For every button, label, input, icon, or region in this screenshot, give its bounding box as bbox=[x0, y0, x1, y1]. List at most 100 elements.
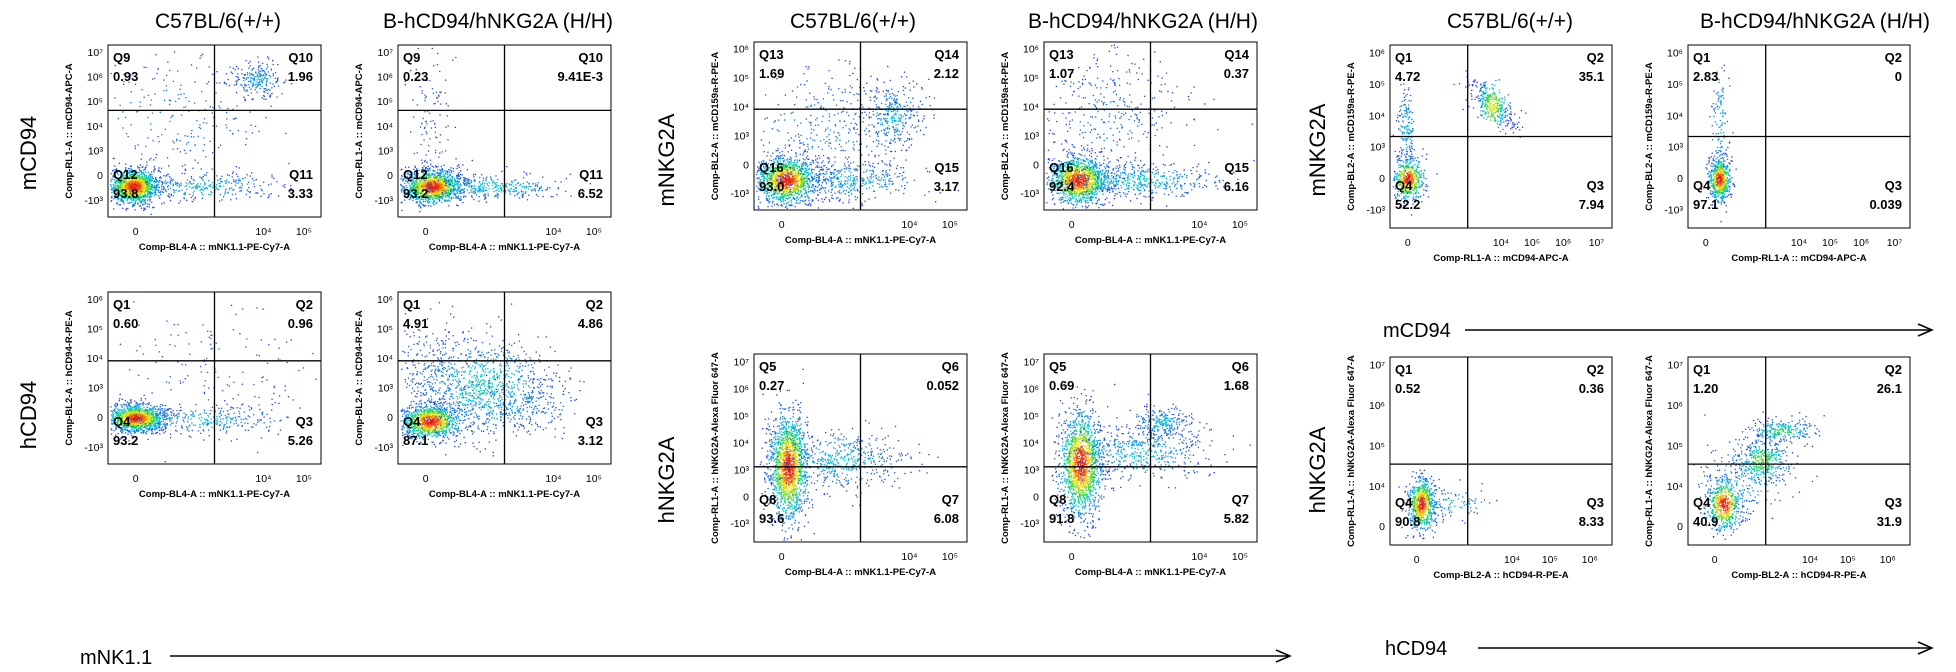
y-tick-label: 10⁴ bbox=[377, 353, 393, 365]
quadrant-value: 5.26 bbox=[288, 433, 313, 448]
y-tick-label: 0 bbox=[1379, 521, 1385, 533]
quadrant-name: Q14 bbox=[934, 47, 959, 62]
quadrant-name: Q12 bbox=[403, 167, 428, 182]
y-tick-label: 0 bbox=[1677, 521, 1683, 533]
y-tick-label: 10⁴ bbox=[377, 121, 393, 133]
quadrant-value: 0.27 bbox=[759, 378, 784, 393]
y-tick-label: 10⁶ bbox=[377, 294, 393, 306]
x-tick-label: 10⁴ bbox=[255, 473, 271, 485]
flow-plot-2: Q9 0.23 Q10 9.41E-3 Q11 6.52 Q12 93.2 0 10⁴ 10⁵ -10… bbox=[354, 44, 612, 253]
quadrant-value: 26.1 bbox=[1877, 381, 1902, 396]
quadrant-value: 6.08 bbox=[934, 511, 959, 526]
event-dots bbox=[1700, 64, 1737, 223]
quadrant-name: Q1 bbox=[1693, 50, 1710, 65]
quadrant-value: 6.52 bbox=[578, 186, 603, 201]
x-tick-label: 10⁵ bbox=[942, 551, 958, 563]
quadrant-value: 52.2 bbox=[1395, 197, 1420, 212]
quadrant-value: 90.8 bbox=[1395, 514, 1420, 529]
y-tick-label: 10⁷ bbox=[1024, 357, 1040, 369]
y-tick-label: 0 bbox=[1677, 173, 1683, 185]
y-tick-label: 10⁶ bbox=[733, 44, 749, 56]
flow-plot-1: Q9 0.93 Q10 1.96 Q11 3.33 Q12 93.8 0 10⁴ 10⁵ -10³ 0 1… bbox=[64, 44, 322, 253]
y-tick-label: 10⁴ bbox=[1369, 110, 1385, 122]
quadrant-value: 0.69 bbox=[1049, 378, 1074, 393]
x-tick-label: 0 bbox=[1703, 237, 1709, 249]
quadrant-value: 0.96 bbox=[288, 316, 313, 331]
quadrant-name: Q1 bbox=[403, 297, 420, 312]
x-axis-label: Comp-BL4-A :: mNK1.1-PE-Cy7-A bbox=[785, 567, 936, 578]
col-title-2: B-hCD94/hNKG2A (H/H) bbox=[383, 10, 613, 33]
event-dots bbox=[1392, 70, 1527, 216]
quadrant-value: 1.68 bbox=[1224, 378, 1249, 393]
bottom-label-mnk11: mNK1.1 bbox=[80, 647, 152, 669]
arrow-head-hcd94 bbox=[1917, 641, 1934, 655]
quadrant-name: Q12 bbox=[113, 167, 138, 182]
x-axis-label: Comp-BL2-A :: hCD94-R-PE-A bbox=[1731, 570, 1866, 581]
x-tick-label: 0 bbox=[779, 219, 785, 231]
flow-plot-9: Q1 4.72 Q2 35.1 Q3 7.94 Q4 52.2 0 10⁴ 10⁵ 10⁶ 10⁷ -10… bbox=[1346, 44, 1613, 264]
quadrant-value: 1.20 bbox=[1693, 381, 1718, 396]
arrow-head-mnk11 bbox=[1275, 649, 1292, 663]
quadrant-name: Q9 bbox=[403, 50, 420, 65]
quadrant-value: 40.9 bbox=[1693, 514, 1718, 529]
x-tick-label: 10⁴ bbox=[1802, 554, 1818, 566]
quadrant-name: Q8 bbox=[1049, 492, 1066, 507]
quadrant-value: 2.12 bbox=[934, 66, 959, 81]
quadrant-name: Q4 bbox=[1693, 495, 1711, 510]
y-tick-label: 10⁵ bbox=[733, 410, 749, 422]
y-tick-label: 10³ bbox=[1370, 142, 1386, 154]
quadrant-name: Q5 bbox=[759, 359, 776, 374]
y-tick-label: 10⁵ bbox=[1369, 440, 1385, 452]
row-label-mnkg2a: mNKG2A bbox=[654, 113, 679, 206]
y-axis-label: Comp-BL2-A :: mCD159a-R-PE-A bbox=[1000, 52, 1011, 201]
y-axis-label: Comp-RL1-A :: hNKG2A-Alexa Fluor 647-A bbox=[1000, 352, 1011, 544]
quadrant-name: Q14 bbox=[1224, 47, 1249, 62]
y-tick-label: -10³ bbox=[1366, 205, 1385, 217]
quadrant-name: Q3 bbox=[1885, 495, 1902, 510]
quadrant-name: Q15 bbox=[934, 160, 959, 175]
quadrant-value: 93.6 bbox=[759, 511, 784, 526]
y-axis-label: Comp-RL1-A :: mCD94-APC-A bbox=[64, 63, 75, 198]
y-tick-label: -10³ bbox=[374, 442, 393, 454]
x-tick-label: 10⁴ bbox=[1493, 237, 1509, 249]
x-tick-label: 10⁵ bbox=[1542, 554, 1558, 566]
x-tick-label: 10⁵ bbox=[296, 226, 312, 238]
y-tick-label: -10³ bbox=[1664, 205, 1683, 217]
quadrant-value: 1.96 bbox=[288, 69, 313, 84]
row-label-mnkg2a-right: mNKG2A bbox=[1305, 103, 1330, 196]
y-tick-label: 10³ bbox=[378, 383, 394, 395]
x-tick-label: 10⁵ bbox=[586, 226, 602, 238]
y-tick-label: 0 bbox=[387, 412, 393, 424]
quadrant-name: Q16 bbox=[759, 160, 784, 175]
quadrant-name: Q10 bbox=[578, 50, 603, 65]
x-axis-label: Comp-BL4-A :: mNK1.1-PE-Cy7-A bbox=[139, 489, 290, 500]
quadrant-value: 93.0 bbox=[759, 179, 784, 194]
quadrant-name: Q9 bbox=[113, 50, 130, 65]
y-tick-label: 10³ bbox=[88, 145, 104, 157]
bottom-label-mcd94: mCD94 bbox=[1383, 320, 1451, 342]
quadrant-value: 97.1 bbox=[1693, 197, 1718, 212]
quadrant-name: Q6 bbox=[1232, 359, 1249, 374]
y-tick-label: 10⁵ bbox=[377, 96, 393, 108]
y-tick-label: -10³ bbox=[84, 195, 103, 207]
x-tick-label: 0 bbox=[133, 473, 139, 485]
quadrant-name: Q2 bbox=[586, 297, 603, 312]
flow-plot-4: Q1 4.91 Q2 4.86 Q3 3.12 Q4 87.1 0 10⁴ 10⁵ -10³ 0 10³ 1… bbox=[354, 291, 612, 500]
quadrant-name: Q4 bbox=[403, 414, 421, 429]
event-dots bbox=[1693, 411, 1825, 540]
event-dots bbox=[1398, 469, 1498, 540]
x-axis-label: Comp-BL2-A :: hCD94-R-PE-A bbox=[1433, 570, 1568, 581]
quadrant-name: Q2 bbox=[1885, 50, 1902, 65]
quadrant-value: 0.039 bbox=[1869, 197, 1902, 212]
quadrant-value: 0 bbox=[1895, 69, 1902, 84]
flow-plot-8: Q5 0.69 Q6 1.68 Q7 5.82 Q8 91.8 0 10⁴ 10⁵ -10³ 0 10³ 1… bbox=[1000, 352, 1258, 578]
quadrant-name: Q1 bbox=[1395, 362, 1412, 377]
quadrant-name: Q8 bbox=[759, 492, 776, 507]
quadrant-name: Q2 bbox=[296, 297, 313, 312]
quadrant-name: Q3 bbox=[1587, 495, 1604, 510]
x-tick-label: 10⁴ bbox=[545, 226, 561, 238]
row-label-hcd94: hCD94 bbox=[16, 381, 41, 449]
quadrant-name: Q4 bbox=[113, 414, 131, 429]
x-tick-label: 10⁶ bbox=[1853, 237, 1869, 249]
